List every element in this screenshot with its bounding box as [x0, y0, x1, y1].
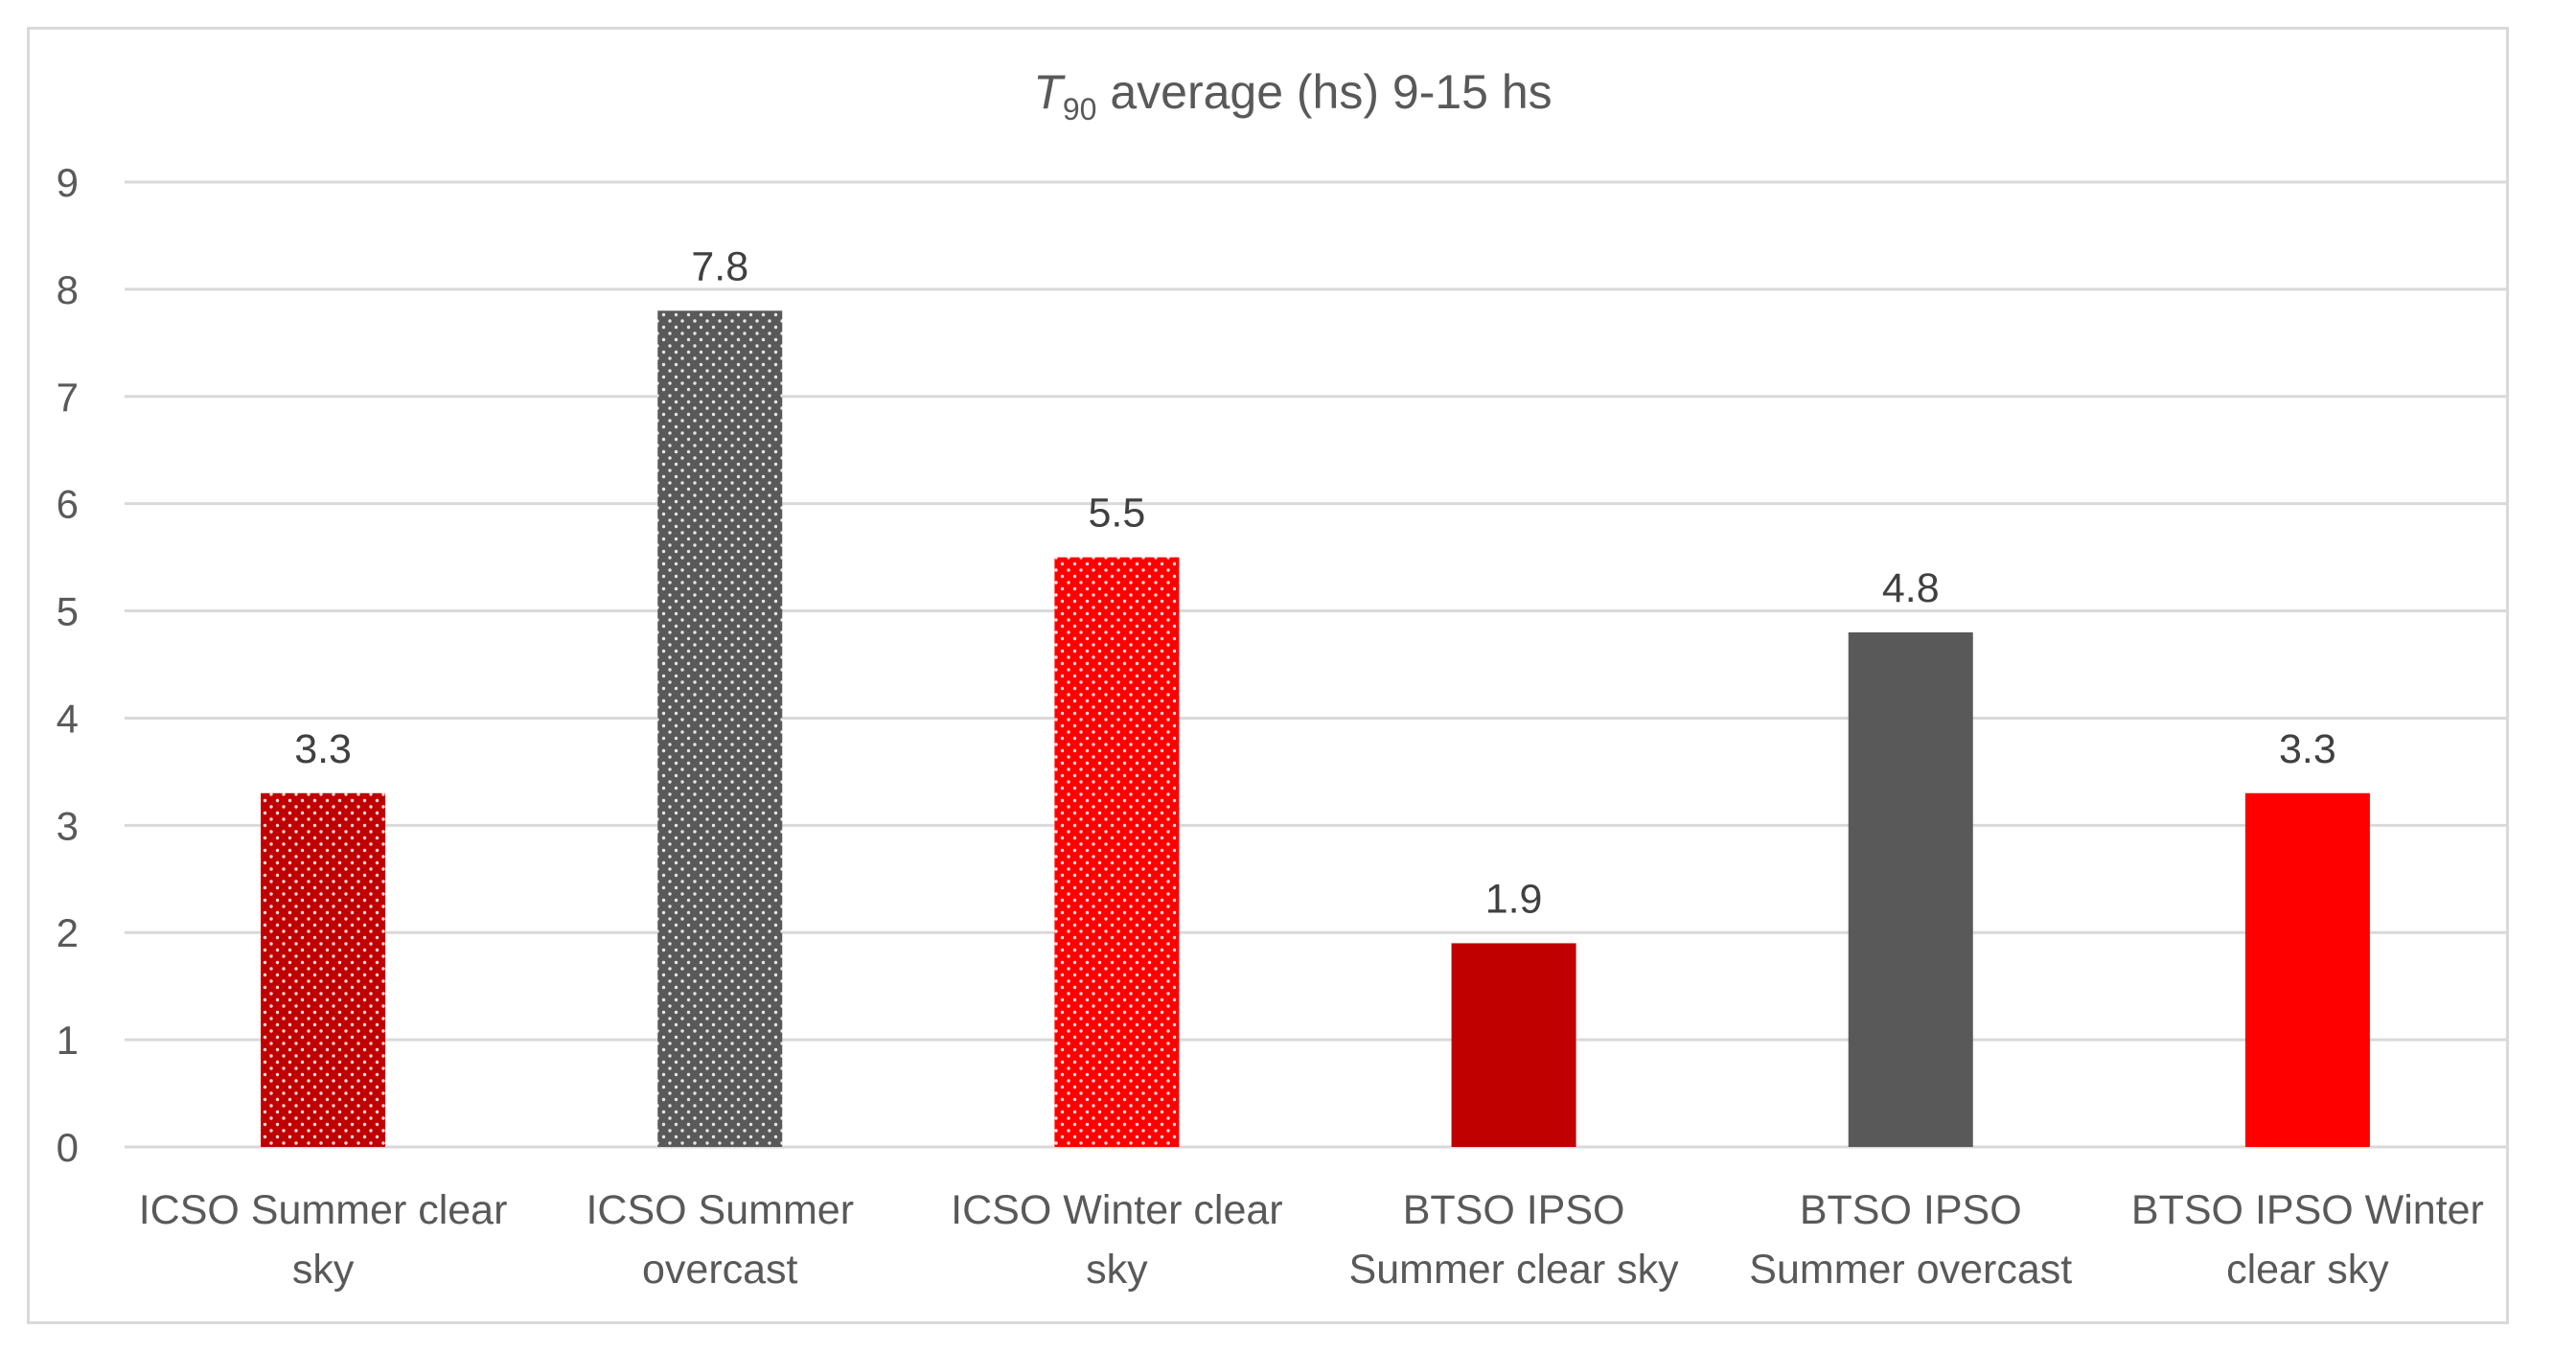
y-tick-label: 7 [57, 375, 79, 420]
y-tick-label: 9 [57, 160, 79, 205]
bar [1848, 631, 1973, 1147]
bar [2244, 792, 2370, 1147]
y-tick-label: 3 [57, 803, 79, 848]
x-tick-label: BTSO IPSO Winter clear sky [2131, 1187, 2484, 1293]
x-tick-label: BTSO IPSO Summer overcast [1749, 1187, 2072, 1293]
x-tick-label-line: ICSO Summer clear [139, 1187, 508, 1233]
x-tick-label-line: sky [1086, 1247, 1148, 1293]
bars [261, 310, 2370, 1147]
data-label: 3.3 [294, 726, 352, 772]
y-tick-label: 5 [57, 589, 79, 634]
x-tick-label-line: overcast [642, 1247, 798, 1293]
x-tick-label-line: BTSO IPSO [1403, 1187, 1625, 1233]
y-tick-label: 1 [57, 1018, 79, 1063]
x-tick-label: BTSO IPSO Summer clear sky [1349, 1187, 1680, 1293]
x-tick-label-line: ICSO Winter clear [951, 1187, 1282, 1233]
chart-title: T90 average (hs) 9-15 hs [1033, 65, 1552, 126]
y-tick-label: 8 [57, 267, 79, 312]
x-tick-label: ICSO Summer clear sky [139, 1187, 508, 1293]
data-label: 1.9 [1485, 876, 1543, 922]
gridlines [125, 180, 2506, 1149]
x-tick-label: ICSO Winter clear sky [951, 1187, 1282, 1293]
bar [657, 310, 783, 1147]
x-tick-label-line: sky [292, 1247, 355, 1293]
x-tick-label-line: BTSO IPSO [1800, 1187, 2022, 1233]
x-tick-label-line: ICSO Summer [586, 1187, 854, 1233]
data-label: 7.8 [691, 243, 748, 289]
data-label: 5.5 [1089, 491, 1146, 537]
y-tick-label: 6 [57, 482, 79, 527]
y-tick-label: 4 [57, 696, 79, 741]
x-tick-label-line: BTSO IPSO Winter [2131, 1187, 2484, 1233]
chart-title-symbol: T [1033, 65, 1066, 119]
bar [1451, 943, 1576, 1147]
data-label: 3.3 [2279, 726, 2336, 772]
data-labels: 3.3 7.8 5.5 1.9 4.8 3.3 [294, 243, 2336, 922]
y-axis-ticks: 0 1 2 3 4 5 6 7 8 9 [57, 160, 79, 1170]
x-tick-label-line: Summer overcast [1749, 1247, 2072, 1293]
chart-title-subscript: 90 [1063, 92, 1097, 126]
y-tick-label: 0 [57, 1125, 79, 1170]
data-label: 4.8 [1882, 565, 1940, 611]
chart-frame [27, 27, 2509, 1324]
bar [261, 792, 386, 1147]
bar [1054, 557, 1180, 1147]
x-tick-label: ICSO Summer overcast [586, 1187, 854, 1293]
chart-title-text: average (hs) 9-15 hs [1096, 65, 1552, 119]
x-tick-label-line: clear sky [2226, 1247, 2389, 1293]
y-tick-label: 2 [57, 910, 79, 955]
x-tick-label-line: Summer clear sky [1349, 1247, 1680, 1293]
